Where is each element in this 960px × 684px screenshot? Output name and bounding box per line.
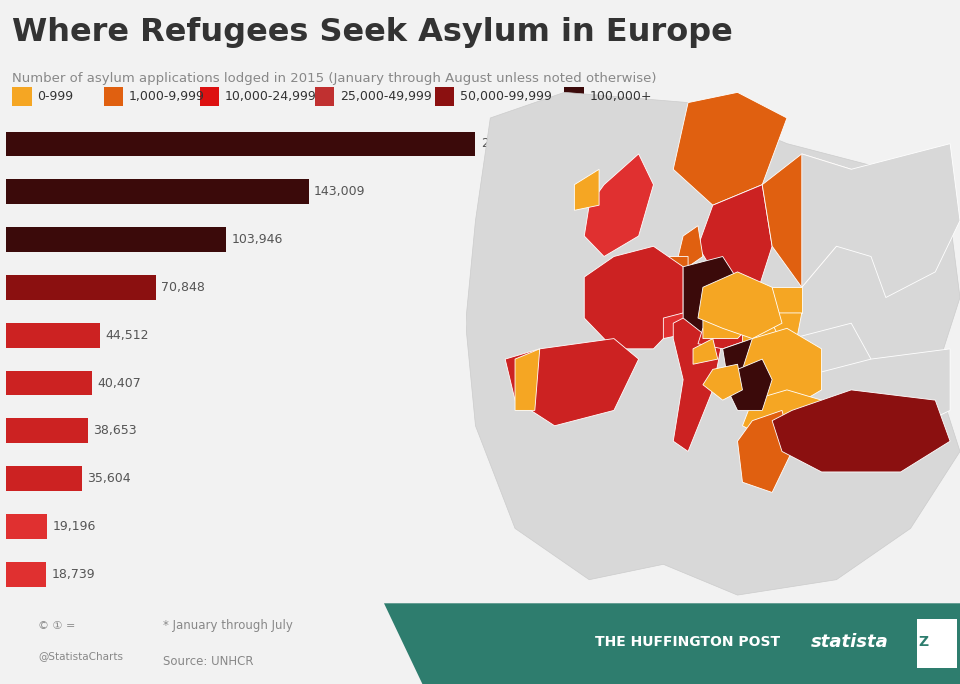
PathPatch shape: [384, 603, 960, 684]
Polygon shape: [678, 226, 703, 267]
Text: 40,407: 40,407: [97, 376, 141, 389]
Bar: [7, 562, 46, 587]
Polygon shape: [693, 339, 718, 364]
Polygon shape: [585, 154, 654, 256]
Text: Z: Z: [919, 635, 929, 649]
Polygon shape: [684, 256, 742, 334]
Bar: [7, 227, 226, 252]
Text: 1,000-9,999: 1,000-9,999: [129, 90, 204, 103]
Polygon shape: [585, 246, 684, 349]
Polygon shape: [698, 185, 772, 308]
Text: 50,000-99,999: 50,000-99,999: [460, 90, 552, 103]
Polygon shape: [668, 303, 678, 313]
Text: 143,009: 143,009: [314, 185, 366, 198]
Polygon shape: [703, 308, 753, 339]
Polygon shape: [723, 339, 772, 380]
Polygon shape: [753, 339, 797, 364]
Polygon shape: [505, 339, 638, 425]
Polygon shape: [703, 364, 742, 400]
Bar: [7, 275, 156, 300]
Polygon shape: [663, 256, 688, 287]
Text: 10,000-24,999: 10,000-24,999: [225, 90, 317, 103]
Text: Where Refugees Seek Asylum in Europe: Where Refugees Seek Asylum in Europe: [12, 17, 733, 48]
Polygon shape: [654, 277, 684, 303]
Text: statista: statista: [811, 633, 889, 651]
Bar: [7, 179, 308, 205]
Polygon shape: [762, 154, 852, 287]
Bar: [7, 131, 475, 157]
Polygon shape: [698, 272, 782, 339]
Text: 0-999: 0-999: [37, 90, 74, 103]
Polygon shape: [663, 313, 688, 339]
Polygon shape: [737, 410, 792, 492]
Bar: [7, 514, 47, 539]
Polygon shape: [772, 287, 802, 313]
Bar: [917, 620, 957, 668]
Polygon shape: [466, 92, 960, 595]
Polygon shape: [673, 92, 787, 205]
Text: Number of asylum applications lodged in 2015 (January through August unless note: Number of asylum applications lodged in …: [12, 72, 657, 85]
Bar: [7, 466, 82, 491]
Polygon shape: [728, 359, 772, 410]
Bar: [7, 419, 88, 443]
Bar: [7, 371, 92, 395]
Text: 19,196: 19,196: [52, 520, 96, 533]
Bar: [7, 323, 101, 347]
Text: 44,512: 44,512: [106, 329, 149, 342]
Text: © ① =: © ① =: [38, 621, 76, 631]
Polygon shape: [772, 390, 950, 472]
Text: 100,000+: 100,000+: [589, 90, 652, 103]
Text: * January through July: * January through July: [163, 620, 293, 633]
Polygon shape: [831, 410, 852, 441]
Polygon shape: [574, 169, 599, 211]
Text: Source: UNHCR: Source: UNHCR: [163, 655, 253, 668]
Polygon shape: [762, 313, 802, 339]
Text: @StatistaCharts: @StatistaCharts: [38, 650, 124, 661]
Polygon shape: [515, 349, 540, 410]
Polygon shape: [802, 144, 960, 298]
Text: 103,946: 103,946: [231, 233, 282, 246]
Text: 38,653: 38,653: [93, 424, 137, 437]
Text: 70,848: 70,848: [161, 281, 205, 294]
Polygon shape: [673, 308, 723, 451]
Text: THE HUFFINGTON POST: THE HUFFINGTON POST: [595, 635, 780, 649]
Text: 221,933: 221,933: [481, 137, 532, 150]
Polygon shape: [782, 349, 950, 441]
Polygon shape: [742, 390, 822, 441]
Text: 18,739: 18,739: [51, 568, 95, 581]
Polygon shape: [792, 323, 871, 390]
Text: 35,604: 35,604: [86, 472, 131, 485]
Polygon shape: [742, 323, 782, 349]
Polygon shape: [742, 328, 822, 410]
Text: 25,000-49,999: 25,000-49,999: [340, 90, 432, 103]
Polygon shape: [698, 318, 753, 349]
